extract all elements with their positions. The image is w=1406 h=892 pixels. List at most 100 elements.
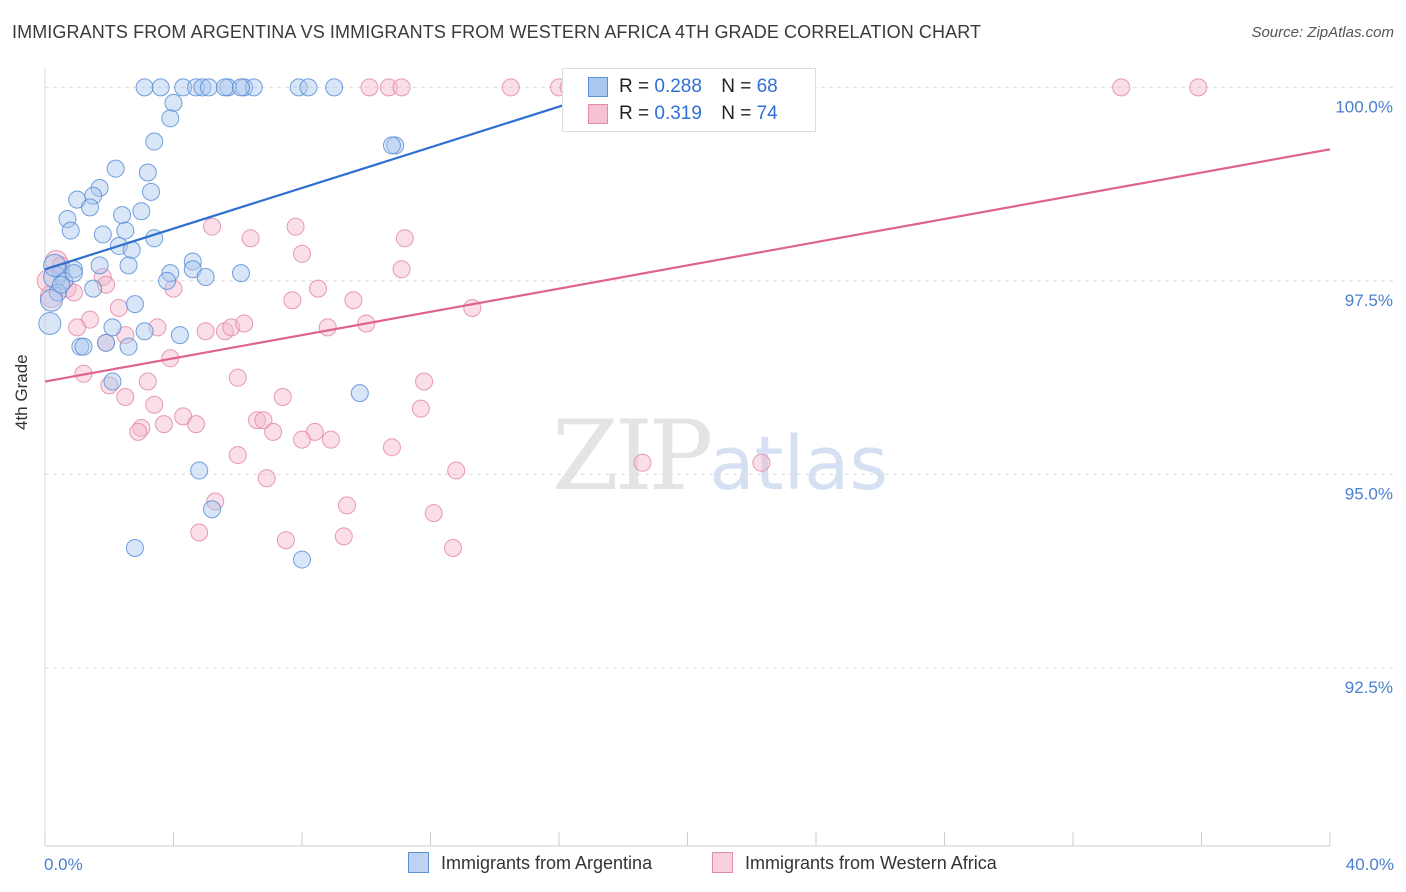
point-western-africa bbox=[164, 279, 183, 298]
point-western-africa bbox=[241, 229, 260, 248]
point-argentina bbox=[135, 322, 154, 341]
point-western-africa bbox=[109, 298, 128, 317]
point-western-africa bbox=[334, 527, 353, 546]
y-tick-label: 92.5% bbox=[1345, 678, 1393, 697]
point-western-africa bbox=[283, 291, 302, 310]
point-argentina bbox=[80, 198, 99, 217]
point-western-africa bbox=[276, 531, 295, 550]
point-western-africa bbox=[344, 291, 363, 310]
point-argentina bbox=[231, 264, 250, 283]
point-western-africa bbox=[273, 388, 292, 407]
point-argentina bbox=[203, 500, 222, 519]
bottom-legend-swatch-argentina bbox=[408, 852, 429, 873]
point-argentina bbox=[64, 264, 83, 283]
point-argentina bbox=[138, 163, 157, 182]
point-argentina bbox=[61, 221, 80, 240]
point-argentina bbox=[158, 271, 177, 290]
legend-n-label: N = bbox=[721, 103, 752, 124]
point-argentina bbox=[164, 93, 183, 112]
point-argentina bbox=[289, 78, 308, 97]
legend-swatch-western-africa bbox=[588, 104, 608, 124]
point-argentina bbox=[84, 279, 103, 298]
point-argentina bbox=[125, 538, 144, 557]
bottom-legend-swatch-western-africa bbox=[712, 852, 733, 873]
point-western-africa bbox=[257, 469, 276, 488]
point-argentina bbox=[350, 384, 369, 403]
point-western-africa bbox=[501, 78, 520, 97]
point-western-africa bbox=[415, 372, 434, 391]
trend-line-argentina bbox=[44, 86, 621, 271]
series-western-africa-points bbox=[36, 78, 1208, 557]
point-argentina bbox=[90, 256, 109, 275]
point-argentina bbox=[161, 109, 180, 128]
point-argentina bbox=[244, 78, 263, 97]
point-western-africa bbox=[463, 298, 482, 317]
legend-n-label: N = bbox=[721, 76, 752, 97]
point-argentina bbox=[170, 326, 189, 345]
point-western-africa bbox=[293, 430, 311, 449]
point-western-africa bbox=[116, 388, 135, 407]
point-western-africa bbox=[395, 229, 414, 248]
point-western-africa bbox=[196, 322, 215, 341]
point-argentina bbox=[103, 372, 122, 391]
legend-r-label: R = bbox=[619, 103, 650, 124]
legend-r-value-western-africa: 0.319 bbox=[654, 103, 702, 124]
point-argentina bbox=[103, 318, 122, 337]
y-tick-label: 97.5% bbox=[1345, 291, 1393, 310]
y-tick-label: 95.0% bbox=[1345, 484, 1393, 503]
point-argentina bbox=[299, 78, 318, 97]
x-tick-label-max: 40.0% bbox=[1346, 855, 1394, 874]
point-argentina bbox=[58, 209, 77, 228]
point-argentina bbox=[325, 78, 344, 97]
tick-labels: 92.5% 95.0% 97.5% 100.0% 0.0% 40.0% bbox=[44, 97, 1394, 874]
point-argentina bbox=[183, 252, 202, 271]
point-western-africa bbox=[254, 411, 273, 430]
point-western-africa bbox=[293, 244, 311, 263]
point-western-africa bbox=[145, 395, 164, 414]
point-western-africa bbox=[392, 78, 411, 97]
point-argentina bbox=[190, 461, 209, 480]
point-western-africa bbox=[138, 372, 157, 391]
point-argentina bbox=[52, 275, 71, 294]
point-argentina bbox=[116, 221, 135, 240]
point-western-africa bbox=[443, 538, 462, 557]
point-argentina bbox=[145, 132, 164, 151]
bottom-legend-label-western-africa: Immigrants from Western Africa bbox=[745, 853, 997, 873]
trend-line-western-africa bbox=[44, 148, 1331, 383]
point-western-africa bbox=[264, 422, 283, 441]
point-western-africa bbox=[248, 411, 267, 430]
point-western-africa bbox=[186, 415, 205, 434]
point-argentina bbox=[151, 78, 170, 97]
axes bbox=[44, 68, 1331, 847]
point-western-africa bbox=[1189, 78, 1208, 97]
point-western-africa bbox=[309, 279, 328, 298]
point-argentina bbox=[199, 78, 218, 97]
point-western-africa bbox=[129, 422, 148, 441]
point-western-africa bbox=[379, 78, 398, 97]
point-western-africa bbox=[228, 446, 247, 465]
point-western-africa bbox=[633, 453, 652, 472]
watermark: ZIPatlas bbox=[552, 400, 888, 512]
bottom-legend-western-africa: Immigrants from Western Africa bbox=[712, 852, 997, 874]
point-argentina bbox=[119, 256, 138, 275]
chart-title: IMMIGRANTS FROM ARGENTINA VS IMMIGRANTS … bbox=[12, 22, 982, 42]
point-argentina bbox=[39, 288, 63, 312]
point-argentina bbox=[119, 337, 138, 356]
point-argentina bbox=[113, 206, 132, 225]
point-argentina bbox=[106, 159, 125, 178]
point-argentina bbox=[186, 78, 205, 97]
bottom-legend-label-argentina: Immigrants from Argentina bbox=[441, 853, 653, 873]
point-western-africa bbox=[1112, 78, 1131, 97]
legend-n-value-western-africa: 74 bbox=[756, 103, 778, 124]
point-western-africa bbox=[190, 523, 209, 542]
point-argentina bbox=[38, 311, 62, 335]
point-western-africa bbox=[447, 461, 466, 480]
x-tick-label-min: 0.0% bbox=[44, 855, 83, 874]
point-western-africa bbox=[337, 496, 356, 515]
point-western-africa bbox=[154, 415, 173, 434]
point-western-africa bbox=[235, 314, 254, 333]
point-western-africa bbox=[68, 318, 87, 337]
point-western-africa bbox=[424, 504, 443, 523]
bottom-legend-argentina: Immigrants from Argentina bbox=[408, 852, 652, 874]
